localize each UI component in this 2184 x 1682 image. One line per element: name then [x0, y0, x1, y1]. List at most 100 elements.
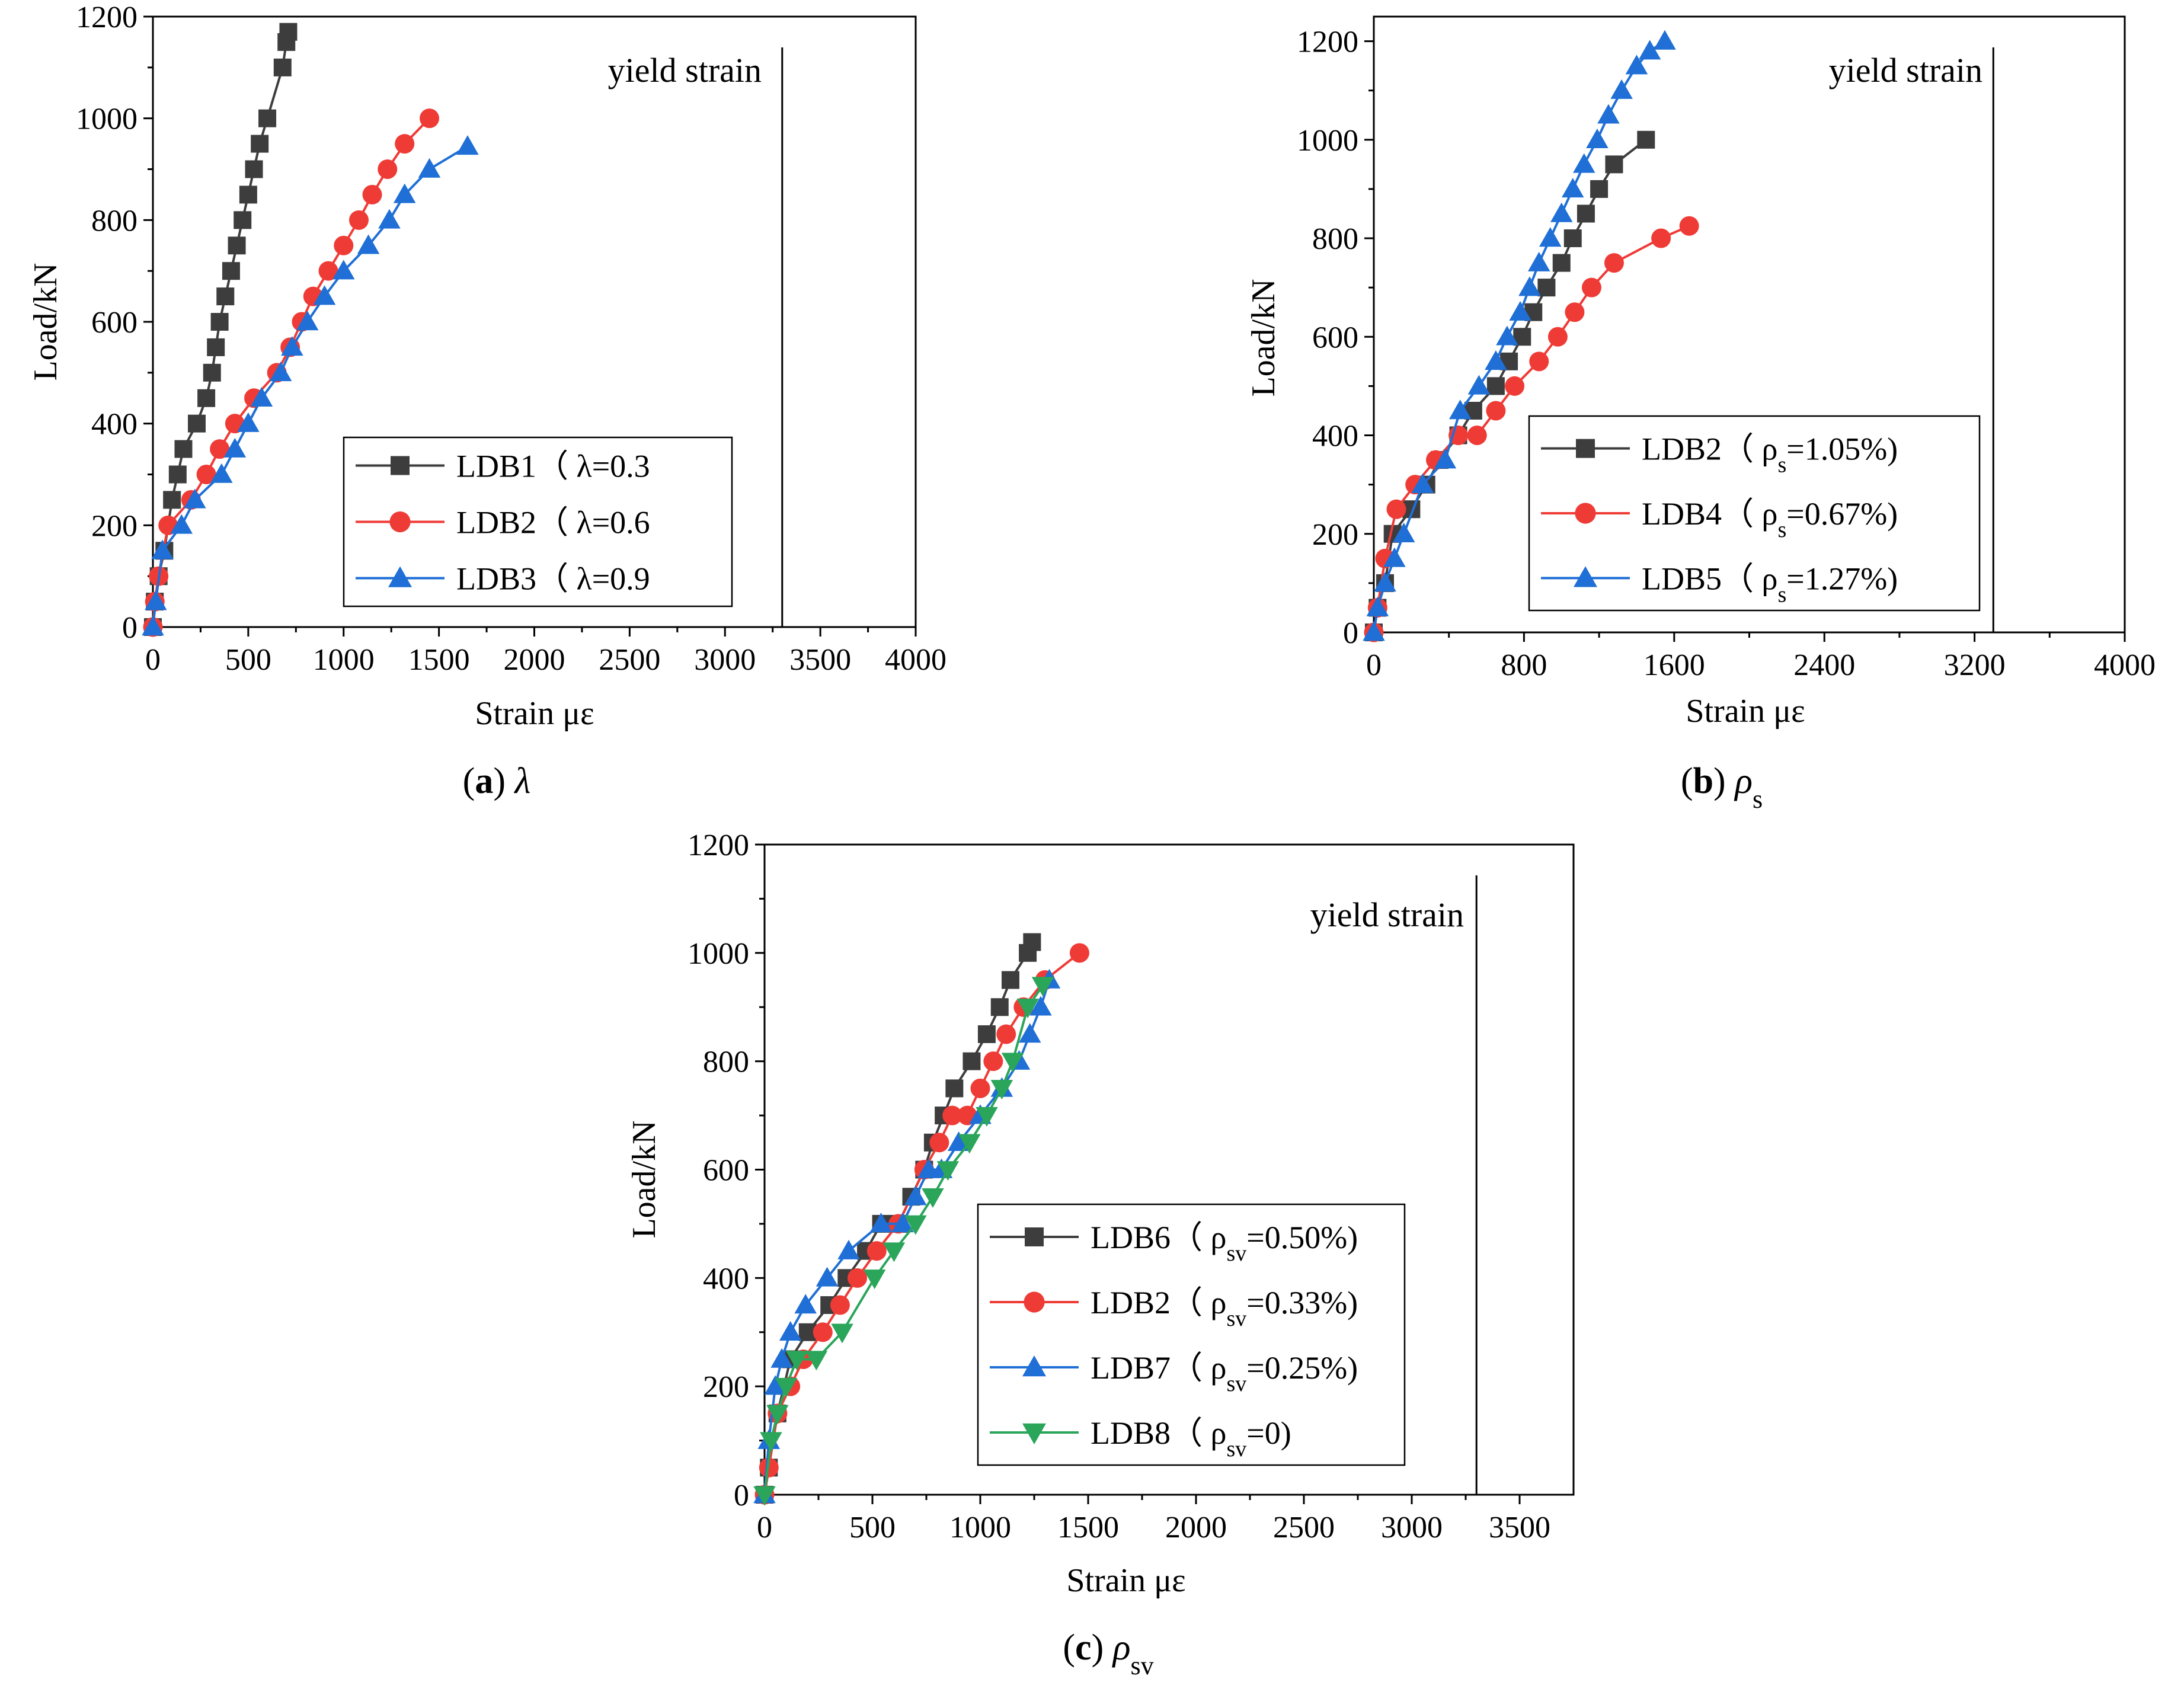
- data-point: [184, 488, 206, 509]
- data-point: [929, 1133, 949, 1153]
- data-point: [794, 1294, 817, 1314]
- data-point: [816, 1267, 839, 1287]
- data-point: [197, 389, 216, 407]
- data-point: [269, 362, 292, 382]
- data-point: [1625, 55, 1648, 75]
- y-tick-label: 400: [1312, 420, 1358, 453]
- data-point: [779, 1321, 802, 1341]
- data-point: [1550, 202, 1573, 222]
- data-point: [1638, 40, 1661, 60]
- x-tick-label: 3000: [1381, 1511, 1443, 1545]
- data-point: [228, 236, 246, 255]
- data-point: [1486, 401, 1506, 421]
- data-point: [418, 158, 441, 178]
- y-tick-label: 200: [91, 509, 138, 543]
- legend-marker: [391, 456, 410, 475]
- data-point: [996, 1024, 1016, 1044]
- y-axis-title: Load/kN: [626, 1120, 663, 1238]
- legend-marker: [1022, 1355, 1046, 1377]
- data-point: [958, 1134, 981, 1154]
- data-point: [848, 1268, 868, 1288]
- data-point: [904, 1185, 927, 1205]
- data-point: [1069, 943, 1089, 963]
- data-point: [1563, 229, 1582, 248]
- series-ldb8: [753, 977, 1054, 1506]
- x-tick-label: 2000: [504, 643, 565, 677]
- legend-entry: LDB2（ ρsv=0.33%): [1091, 1285, 1358, 1331]
- data-point: [863, 1270, 886, 1290]
- data-point: [1001, 1053, 1024, 1073]
- y-tick-label: 0: [734, 1479, 749, 1512]
- data-point: [203, 363, 221, 382]
- y-tick-label: 1200: [76, 1, 138, 34]
- legend-box: [977, 1203, 1406, 1466]
- data-point: [1505, 376, 1525, 396]
- data-point: [1001, 971, 1019, 989]
- data-point: [830, 1295, 850, 1315]
- data-point: [866, 1241, 887, 1261]
- data-point: [1537, 279, 1556, 297]
- x-tick-label: 2500: [599, 643, 660, 677]
- data-point: [1586, 129, 1609, 149]
- y-tick-label: 1200: [1297, 25, 1358, 59]
- data-point: [222, 262, 240, 280]
- data-point: [151, 539, 174, 559]
- data-point: [1581, 277, 1601, 298]
- x-tick-label: 1600: [1643, 648, 1705, 682]
- data-point: [990, 998, 1009, 1016]
- data-point: [1679, 216, 1699, 236]
- data-point: [296, 311, 319, 331]
- data-point: [1654, 30, 1676, 50]
- y-tick-label: 1200: [688, 829, 749, 862]
- data-point: [1467, 375, 1491, 395]
- data-point: [1386, 499, 1406, 519]
- data-point: [1509, 300, 1531, 321]
- chart-panel-b: 0 800 1600 2400 3200 4000 0 200 400 600 800 1000 120…: [1245, 15, 2156, 814]
- data-point: [904, 1215, 927, 1235]
- data-point: [1518, 276, 1541, 296]
- x-tick-label: 0: [145, 643, 161, 677]
- data-point: [357, 234, 380, 254]
- y-tick-label: 600: [91, 306, 138, 340]
- legend: LDB6（ ρsv=0.50%) LDB2（ ρsv=0.33%) LDB7（ ρs…: [977, 1203, 1406, 1466]
- data-point: [760, 1432, 782, 1452]
- data-point: [963, 1052, 981, 1070]
- data-point: [145, 590, 167, 610]
- legend-marker: [1024, 1291, 1045, 1313]
- data-point: [1552, 254, 1571, 272]
- data-point: [163, 491, 181, 509]
- data-point: [210, 463, 233, 483]
- x-tick-label: 2500: [1273, 1511, 1335, 1545]
- y-tick-label: 600: [703, 1154, 749, 1188]
- legend-marker: [1576, 439, 1595, 458]
- series-ldb3: [142, 135, 479, 636]
- data-point: [945, 1079, 964, 1098]
- legend-marker: [1022, 1423, 1046, 1444]
- data-point: [168, 465, 187, 484]
- data-point: [1392, 523, 1415, 543]
- data-point: [1363, 621, 1385, 641]
- x-tick-label: 3200: [1944, 648, 2006, 682]
- panel-caption: (c) ρsv: [1063, 1627, 1153, 1680]
- legend-marker: [389, 511, 411, 533]
- legend: LDB2（ ρs=1.05%) LDB4（ ρs=0.67%) LDB5（ ρs=1…: [1528, 415, 1981, 612]
- data-point: [1527, 251, 1550, 271]
- data-point: [1018, 1023, 1041, 1043]
- data-point: [279, 23, 298, 41]
- x-tick-label: 0: [757, 1511, 772, 1545]
- data-point: [196, 465, 216, 484]
- y-tick-label: 600: [1312, 321, 1358, 354]
- data-point: [753, 1486, 776, 1506]
- yield-strain-label: yield strain: [608, 51, 762, 89]
- y-tick-label: 1000: [1297, 124, 1358, 158]
- data-point: [393, 183, 416, 203]
- data-point: [1590, 180, 1609, 198]
- legend-entry: LDB2（ ρs=1.05%): [1642, 431, 1898, 478]
- y-tick-label: 800: [91, 204, 138, 238]
- data-point: [420, 108, 440, 129]
- data-point: [273, 58, 292, 76]
- data-point: [1604, 253, 1624, 273]
- x-tick-label: 1500: [408, 643, 470, 677]
- data-point: [239, 186, 257, 204]
